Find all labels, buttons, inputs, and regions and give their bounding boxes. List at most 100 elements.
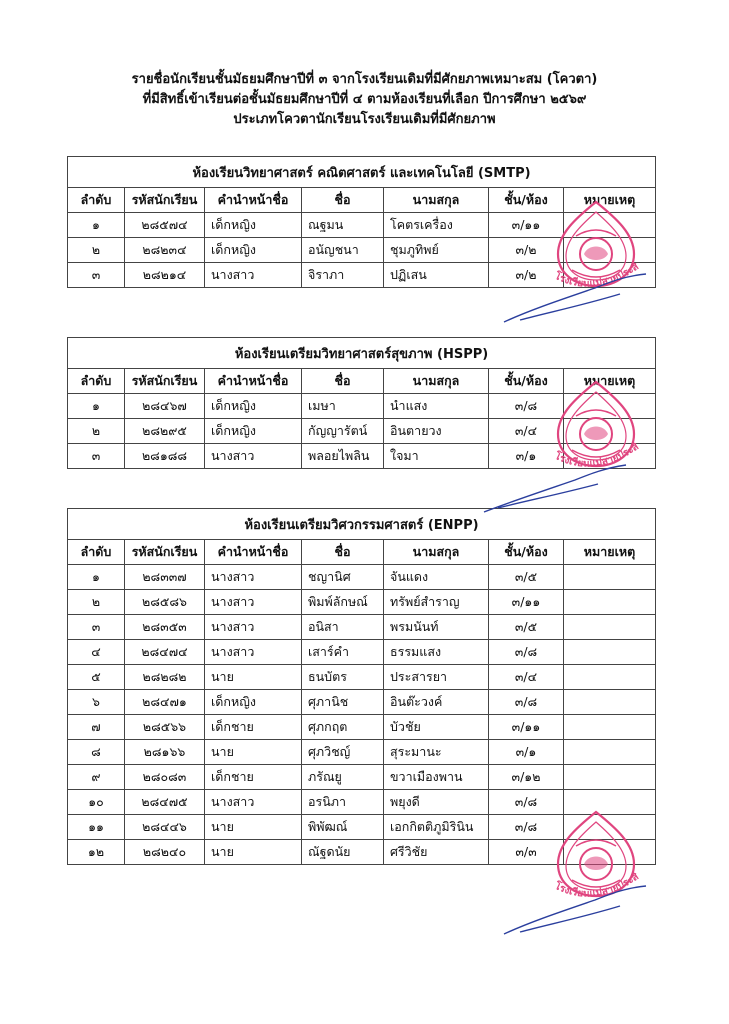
column-header-order: ลำดับ bbox=[67, 187, 125, 213]
note-cell bbox=[562, 443, 657, 469]
column-header-row: ลำดับ รหัสนักเรียน คำนำหน้าชื่อ ชื่อ นามสกุล… bbox=[67, 368, 657, 394]
note-cell bbox=[562, 589, 657, 615]
table-row: ๑๒ ๒๘๒๔๐ นาย ณัฐดนัย ศรีวิชัย ๓/๓ bbox=[67, 839, 657, 865]
last-name-cell: ธรรมแสง bbox=[383, 639, 489, 665]
last-name-cell: จันแดง bbox=[383, 564, 489, 590]
first-name-cell: พิมพ์ลักษณ์ bbox=[301, 589, 384, 615]
prefix-cell: นาย bbox=[204, 664, 302, 690]
table-row: ๕๒๘๒๘๒ นาย ธนบัตร ประสารยา ๓/๔ bbox=[67, 664, 657, 690]
column-header-prefix: คำนำหน้าชื่อ bbox=[204, 187, 302, 213]
class-cell: ๓/๓ bbox=[488, 839, 564, 865]
table-row: ๑๐ ๒๘๔๗๕ นางสาว อรนิภา พยุงดี ๓/๘ bbox=[67, 789, 657, 815]
prefix-cell: เด็กหญิง bbox=[204, 237, 302, 263]
column-header-student-id: รหัสนักเรียน bbox=[124, 368, 205, 394]
student-id-cell: ๒๘๔๗๑ bbox=[124, 689, 205, 715]
note-cell bbox=[562, 614, 657, 640]
note-cell bbox=[562, 739, 657, 765]
first-name-cell: เสาร์คำ bbox=[301, 639, 384, 665]
note-cell bbox=[562, 418, 657, 444]
prefix-cell: เด็กชาย bbox=[204, 714, 302, 740]
last-name-cell: อินตายวง bbox=[383, 418, 489, 444]
order-cell: ๘ bbox=[67, 739, 125, 765]
class-cell: ๓/๕ bbox=[488, 614, 564, 640]
table-row: ๒๒๘๕๘๖ นางสาว พิมพ์ลักษณ์ ทรัพย์สำราญ ๓/๑๑ bbox=[67, 589, 657, 615]
table-row: ๔๒๘๔๗๔ นางสาว เสาร์คำ ธรรมแสง ๓/๘ bbox=[67, 639, 657, 665]
first-name-cell: พิพัฒณ์ bbox=[301, 814, 384, 840]
column-header-row: ลำดับ รหัสนักเรียน คำนำหน้าชื่อ ชื่อ นามสกุล… bbox=[67, 539, 657, 565]
column-header-first-name: ชื่อ bbox=[301, 368, 384, 394]
table-row: ๑๒๘๔๖๗ เด็กหญิง เมษา นำแสง ๓/๘ bbox=[67, 393, 657, 419]
order-cell: ๕ bbox=[67, 664, 125, 690]
last-name-cell: เอกกิตติภูมิรินิน bbox=[383, 814, 489, 840]
prefix-cell: นางสาว bbox=[204, 639, 302, 665]
column-header-class: ชั้น/ห้อง bbox=[488, 187, 564, 213]
last-name-cell: บัวชัย bbox=[383, 714, 489, 740]
column-header-last-name: นามสกุล bbox=[383, 539, 489, 565]
first-name-cell: อนิสา bbox=[301, 614, 384, 640]
student-id-cell: ๒๘๓๓๗ bbox=[124, 564, 205, 590]
class-cell: ๓/๕ bbox=[488, 564, 564, 590]
column-header-note: หมายเหตุ bbox=[563, 187, 656, 213]
student-id-cell: ๒๘๓๕๓ bbox=[124, 614, 205, 640]
class-cell: ๓/๑๑ bbox=[488, 589, 564, 615]
order-cell: ๓ bbox=[67, 614, 125, 640]
table-row: ๑๒๘๕๗๔ เด็กหญิง ณฐมน โคตรเครื่อง ๓/๑๑ bbox=[67, 212, 656, 238]
column-header-student-id: รหัสนักเรียน bbox=[124, 187, 205, 213]
first-name-cell: ศุภานิช bbox=[301, 689, 384, 715]
class-cell: ๓/๘ bbox=[488, 789, 564, 815]
prefix-cell: นาย bbox=[204, 839, 302, 865]
table-row: ๗๒๘๕๖๖ เด็กชาย ศุภกฤต บัวชัย ๓/๑๑ bbox=[67, 714, 657, 740]
column-header-class: ชั้น/ห้อง bbox=[488, 539, 564, 565]
student-id-cell: ๒๘๐๘๓ bbox=[124, 764, 205, 790]
last-name-cell: อินต๊ะวงค์ bbox=[383, 689, 489, 715]
signature-icon bbox=[503, 885, 647, 935]
table-row: ๑๑ ๒๘๔๔๖ นาย พิพัฒณ์ เอกกิตติภูมิรินิน ๓/๘ bbox=[67, 814, 657, 840]
first-name-cell: จิราภา bbox=[301, 262, 384, 288]
table-row: ๒๒๘๒๙๕ เด็กหญิง กัญญารัตน์ อินตายวง ๓/๔ bbox=[67, 418, 657, 444]
column-header-class: ชั้น/ห้อง bbox=[488, 368, 564, 394]
table-row: ๓๒๘๒๑๔ นางสาว จิราภา ปฏิเสน ๓/๒ bbox=[67, 262, 656, 288]
roster-table-smtp: ห้องเรียนวิทยาศาสตร์ คณิตศาสตร์ และเทคโน… bbox=[67, 156, 656, 288]
note-cell bbox=[562, 393, 657, 419]
class-cell: ๓/๑๑ bbox=[488, 212, 564, 238]
prefix-cell: เด็กชาย bbox=[204, 764, 302, 790]
first-name-cell: ธนบัตร bbox=[301, 664, 384, 690]
student-id-cell: ๒๘๑๖๖ bbox=[124, 739, 205, 765]
order-cell: ๑๒ bbox=[67, 839, 125, 865]
first-name-cell: ชญานิศ bbox=[301, 564, 384, 590]
student-id-cell: ๒๘๔๔๖ bbox=[124, 814, 205, 840]
note-cell bbox=[562, 689, 657, 715]
table-title: ห้องเรียนวิทยาศาสตร์ คณิตศาสตร์ และเทคโน… bbox=[67, 156, 656, 188]
table-row: ๓๒๘๑๘๘ นางสาว พลอยไพลิน ใจมา ๓/๑ bbox=[67, 443, 657, 469]
prefix-cell: เด็กหญิง bbox=[204, 689, 302, 715]
note-cell bbox=[562, 564, 657, 590]
student-id-cell: ๒๘๔๗๔ bbox=[124, 639, 205, 665]
first-name-cell: ณฐมน bbox=[301, 212, 384, 238]
column-header-order: ลำดับ bbox=[67, 539, 125, 565]
column-header-student-id: รหัสนักเรียน bbox=[124, 539, 205, 565]
class-cell: ๓/๔ bbox=[488, 664, 564, 690]
prefix-cell: นางสาว bbox=[204, 443, 302, 469]
roster-table-hspp: ห้องเรียนเตรียมวิทยาศาสตร์สุขภาพ (HSPP) … bbox=[66, 337, 657, 469]
note-cell bbox=[563, 262, 656, 288]
table-row: ๙๒๘๐๘๓ เด็กชาย ภรัณยู ขวาเมืองพาน ๓/๑๒ bbox=[67, 764, 657, 790]
table-row: ๓๒๘๓๕๓ นางสาว อนิสา พรมนันท์ ๓/๕ bbox=[67, 614, 657, 640]
note-cell bbox=[563, 237, 656, 263]
order-cell: ๔ bbox=[67, 639, 125, 665]
prefix-cell: นางสาว bbox=[204, 262, 302, 288]
table-title: ห้องเรียนเตรียมวิทยาศาสตร์สุขภาพ (HSPP) bbox=[66, 337, 657, 369]
table-row: ๘๒๘๑๖๖ นาย ศุภวิชญ์ สุระมานะ ๓/๑ bbox=[67, 739, 657, 765]
header-line-3: ประเภทโควตานักเรียนโรงเรียนเดิมที่มีศักย… bbox=[233, 112, 496, 127]
prefix-cell: เด็กหญิง bbox=[204, 393, 302, 419]
class-cell: ๓/๑๒ bbox=[488, 764, 564, 790]
first-name-cell: อรนิภา bbox=[301, 789, 384, 815]
prefix-cell: นาย bbox=[204, 814, 302, 840]
first-name-cell: ณัฐดนัย bbox=[301, 839, 384, 865]
class-cell: ๓/๑ bbox=[488, 739, 564, 765]
order-cell: ๙ bbox=[67, 764, 125, 790]
student-id-cell: ๒๘๒๘๒ bbox=[124, 664, 205, 690]
student-id-cell: ๒๘๔๗๕ bbox=[124, 789, 205, 815]
order-cell: ๓ bbox=[67, 262, 125, 288]
note-cell bbox=[563, 212, 656, 238]
column-header-first-name: ชื่อ bbox=[301, 539, 384, 565]
